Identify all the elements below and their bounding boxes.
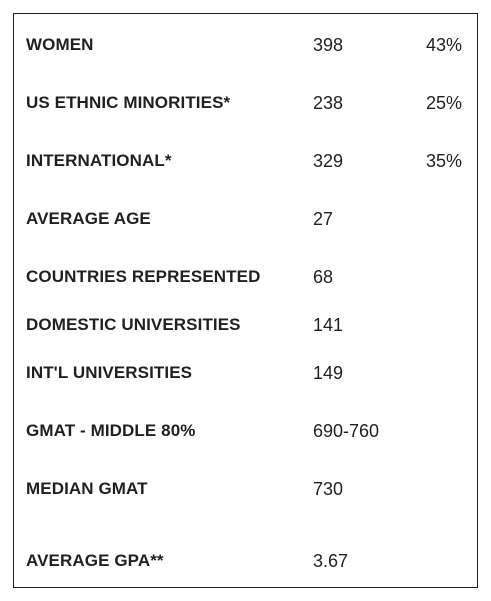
stat-row-women: WOMEN 398 43%	[14, 33, 477, 57]
stat-percent: 43%	[425, 35, 462, 55]
stat-value: 730	[313, 479, 344, 499]
stat-value: 238	[313, 93, 344, 113]
stat-value: 329	[313, 151, 344, 171]
stat-row-gmat-middle-80: GMAT - MIDDLE 80% 690-760	[14, 419, 477, 443]
stat-row-us-ethnic-minorities: US ETHNIC MINORITIES* 238 25%	[14, 91, 477, 115]
stat-row-average-gpa: AVERAGE GPA** 3.67	[14, 549, 477, 573]
stat-percent: 25%	[425, 93, 462, 113]
stat-row-median-gmat: MEDIAN GMAT 730	[14, 477, 477, 501]
stat-label: WOMEN	[26, 35, 94, 54]
stat-value: 398	[313, 35, 344, 55]
stat-value: 68	[313, 267, 334, 287]
stat-row-average-age: AVERAGE AGE 27	[14, 207, 477, 231]
stat-value: 141	[313, 315, 344, 335]
stat-label: AVERAGE GPA**	[26, 551, 164, 570]
stat-label: DOMESTIC UNIVERSITIES	[26, 315, 241, 334]
stat-percent: 35%	[425, 151, 462, 171]
stat-label: AVERAGE AGE	[26, 209, 151, 228]
stat-value: 27	[313, 209, 334, 229]
stat-label: INT'L UNIVERSITIES	[26, 363, 193, 382]
stat-value: 690-760	[313, 421, 380, 441]
stat-row-intl-universities: INT'L UNIVERSITIES 149	[14, 361, 477, 385]
stat-label: GMAT - MIDDLE 80%	[26, 421, 196, 440]
class-profile-table: WOMEN 398 43% US ETHNIC MINORITIES* 238 …	[13, 13, 478, 588]
stat-value: 3.67	[313, 551, 349, 571]
stat-label: US ETHNIC MINORITIES*	[26, 93, 231, 112]
stat-row-international: INTERNATIONAL* 329 35%	[14, 149, 477, 173]
stat-row-domestic-universities: DOMESTIC UNIVERSITIES 141	[14, 313, 477, 337]
stat-label: INTERNATIONAL*	[26, 151, 172, 170]
stat-label: MEDIAN GMAT	[26, 479, 148, 498]
stat-value: 149	[313, 363, 344, 383]
stat-label: COUNTRIES REPRESENTED	[26, 267, 261, 286]
stat-row-countries-represented: COUNTRIES REPRESENTED 68	[14, 265, 477, 289]
